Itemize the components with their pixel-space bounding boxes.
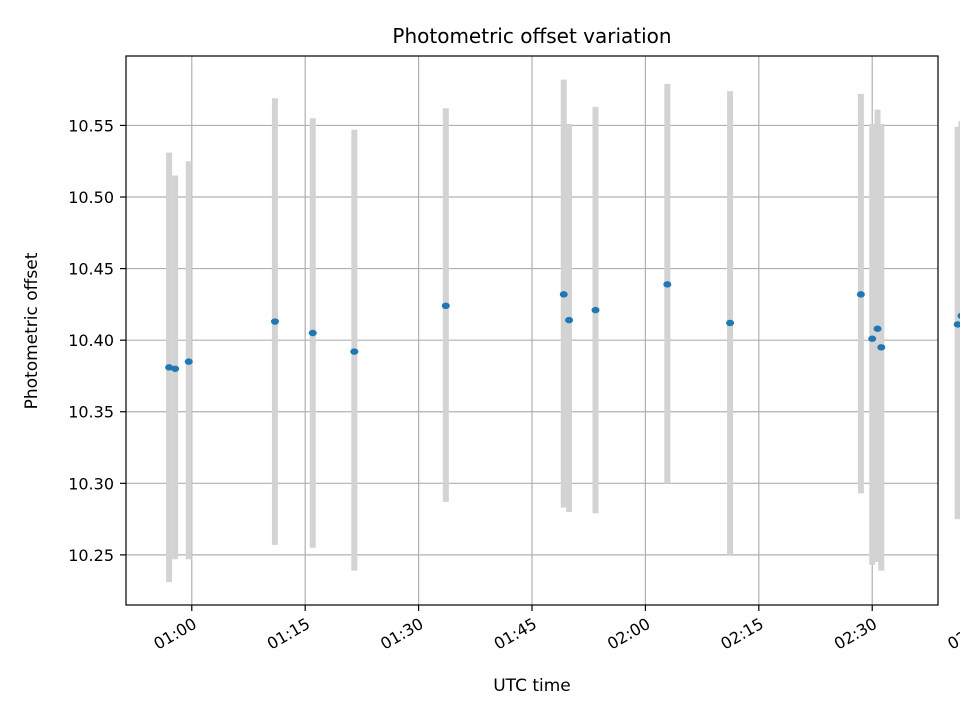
figure-background — [0, 0, 960, 720]
data-point — [868, 336, 876, 342]
data-point — [857, 291, 865, 297]
data-point — [560, 291, 568, 297]
y-tick-label: 10.50 — [68, 188, 114, 207]
data-point — [171, 366, 179, 372]
data-point — [877, 344, 885, 350]
data-point — [726, 320, 734, 326]
y-tick-label: 10.30 — [68, 474, 114, 493]
y-tick-label: 10.25 — [68, 546, 114, 565]
data-point — [350, 348, 358, 354]
data-point — [663, 281, 671, 287]
y-tick-label: 10.40 — [68, 331, 114, 350]
data-point — [442, 303, 450, 309]
x-axis-title: UTC time — [493, 676, 571, 696]
y-tick-label: 10.55 — [68, 116, 114, 135]
chart: 01:00 01:15 01:30 01:45 02:00 02:15 02:30 02:45… — [0, 0, 960, 720]
data-point — [185, 358, 193, 364]
y-tick-label: 10.45 — [68, 260, 114, 279]
y-axis-title: Photometric offset — [22, 252, 42, 409]
data-point — [592, 307, 600, 313]
chart-title: Photometric offset variation — [392, 24, 671, 48]
data-point — [565, 317, 573, 323]
data-point — [271, 318, 279, 324]
data-point — [309, 330, 317, 336]
data-point — [874, 326, 882, 332]
y-tick-label: 10.35 — [68, 403, 114, 422]
